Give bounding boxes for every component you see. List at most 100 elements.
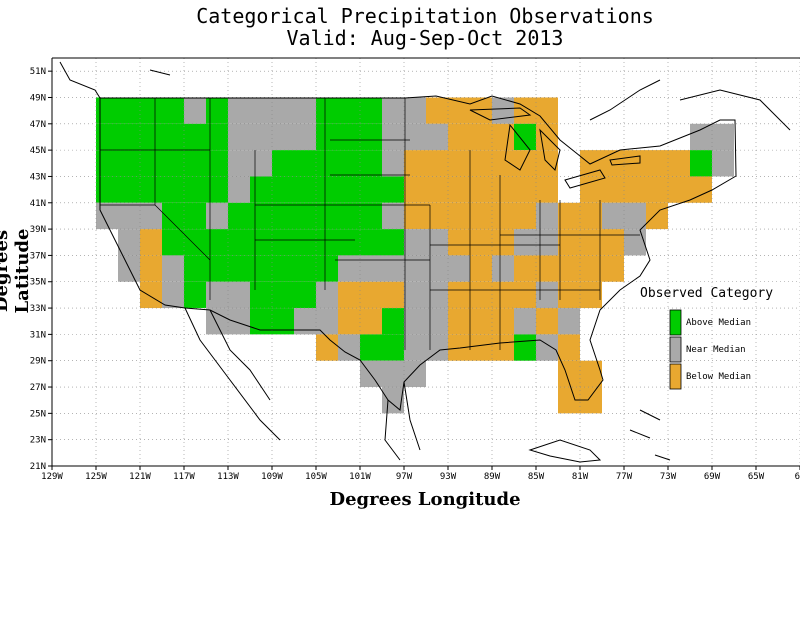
- cell-below-median: [558, 202, 602, 230]
- cell-below-median: [140, 281, 162, 309]
- cell-near-median: [228, 123, 316, 151]
- cell-above-median: [250, 176, 404, 203]
- category-cells: [96, 97, 734, 414]
- cell-below-median: [536, 308, 558, 335]
- y-tick-label: 39N: [30, 225, 46, 235]
- cell-below-median: [470, 255, 492, 282]
- cell-above-median: [96, 123, 228, 151]
- legend-swatch-near-median: [669, 336, 682, 363]
- cell-near-median: [206, 202, 228, 230]
- cell-near-median: [382, 150, 404, 177]
- legend: Observed Category Above Median Near Media…: [640, 286, 773, 390]
- y-tick-label: 29N: [30, 357, 46, 367]
- cell-above-median: [96, 97, 118, 124]
- cell-above-median: [690, 150, 712, 177]
- cell-near-median: [382, 202, 404, 230]
- cell-below-median: [558, 229, 624, 256]
- x-tick-label: 81W: [572, 472, 589, 482]
- x-tick-label: 61: [795, 472, 800, 482]
- x-tick-label: 113W: [217, 472, 239, 482]
- cell-near-median: [536, 281, 558, 309]
- legend-swatch-above-median: [669, 309, 682, 336]
- legend-label: Near Median: [686, 345, 746, 355]
- cell-near-median: [492, 255, 514, 282]
- y-tick-label: 51N: [30, 67, 46, 77]
- y-tick-label: 21N: [30, 462, 46, 472]
- y-tick-label: 25N: [30, 409, 46, 419]
- mexico-coast: [184, 307, 421, 461]
- cell-near-median: [382, 387, 404, 414]
- x-tick-label: 93W: [440, 472, 457, 482]
- cell-above-median: [162, 97, 184, 124]
- x-tick-label: 97W: [396, 472, 413, 482]
- cell-below-median: [140, 255, 162, 282]
- cell-below-median: [514, 255, 624, 282]
- cell-near-median: [602, 202, 646, 230]
- cell-below-median: [316, 334, 338, 361]
- x-tick-label: 109W: [261, 472, 283, 482]
- cell-near-median: [228, 176, 250, 203]
- canada-coast: [59, 61, 791, 131]
- cuba-outline: [528, 439, 602, 463]
- cell-above-median: [250, 281, 316, 309]
- cell-near-median: [404, 334, 448, 361]
- cell-near-median: [162, 255, 184, 282]
- cell-below-median: [448, 229, 514, 256]
- cell-above-median: [206, 97, 228, 124]
- cell-below-median: [448, 308, 514, 335]
- x-tick-label: 73W: [660, 472, 677, 482]
- chart-subtitle: Valid: Aug-Sep-Oct 2013: [286, 26, 564, 50]
- cell-near-median: [426, 123, 448, 151]
- cell-above-median: [184, 281, 206, 309]
- x-axis-label: Degrees Longitude: [329, 489, 521, 510]
- cell-near-median: [624, 229, 646, 256]
- legend-swatch-below-median: [669, 363, 682, 390]
- cell-above-median: [316, 97, 382, 124]
- x-tick-label: 89W: [484, 472, 501, 482]
- cell-near-median: [316, 281, 338, 309]
- cell-above-median: [316, 123, 382, 151]
- y-tick-label: 23N: [30, 436, 46, 446]
- cell-above-median: [360, 334, 404, 361]
- cell-above-median: [514, 334, 536, 361]
- cell-above-median: [96, 176, 228, 203]
- cell-below-median: [580, 176, 712, 203]
- cell-above-median: [162, 202, 206, 230]
- cell-below-median: [448, 334, 514, 361]
- chart-title: Categorical Precipitation Observations: [196, 4, 654, 28]
- cell-near-median: [118, 229, 140, 256]
- x-tick-label: 105W: [305, 472, 327, 482]
- cell-below-median: [404, 176, 558, 203]
- cell-above-median: [96, 150, 228, 177]
- cell-near-median: [712, 150, 734, 177]
- x-tick-label: 69W: [704, 472, 721, 482]
- axis-frame: [51, 57, 800, 467]
- islands: [629, 409, 671, 461]
- cell-near-median: [162, 281, 184, 309]
- cell-near-median: [338, 255, 470, 282]
- legend-label: Above Median: [686, 318, 751, 328]
- us-border-outline: [99, 95, 737, 411]
- y-tick-label: 27N: [30, 383, 46, 393]
- cell-above-median: [228, 202, 382, 230]
- legend-title: Observed Category: [640, 286, 773, 301]
- cell-above-median: [382, 308, 404, 335]
- cell-near-median: [184, 97, 206, 124]
- legend-label: Below Median: [686, 372, 751, 382]
- y-tick-labels: 51N 49N 47N 45N 43N 41N 39N 37N 35N 33N 31N 29N 27N 2…: [30, 67, 52, 472]
- y-tick-label: 35N: [30, 278, 46, 288]
- cell-below-median: [558, 360, 602, 388]
- x-tick-label: 85W: [528, 472, 545, 482]
- cell-above-median: [514, 123, 536, 151]
- x-tick-label: 77W: [616, 472, 633, 482]
- y-tick-label: 47N: [30, 120, 46, 130]
- x-tick-labels: 129W 125W 121W 117W 113W 109W 105W 101W 97W 93W 89…: [41, 466, 800, 482]
- cell-near-median: [96, 202, 162, 230]
- cell-above-median: [338, 229, 404, 256]
- cell-near-median: [404, 281, 448, 309]
- cell-below-median: [646, 202, 668, 230]
- y-tick-label: 37N: [30, 251, 46, 261]
- y-tick-label: 33N: [30, 304, 46, 314]
- cell-near-median: [404, 308, 448, 335]
